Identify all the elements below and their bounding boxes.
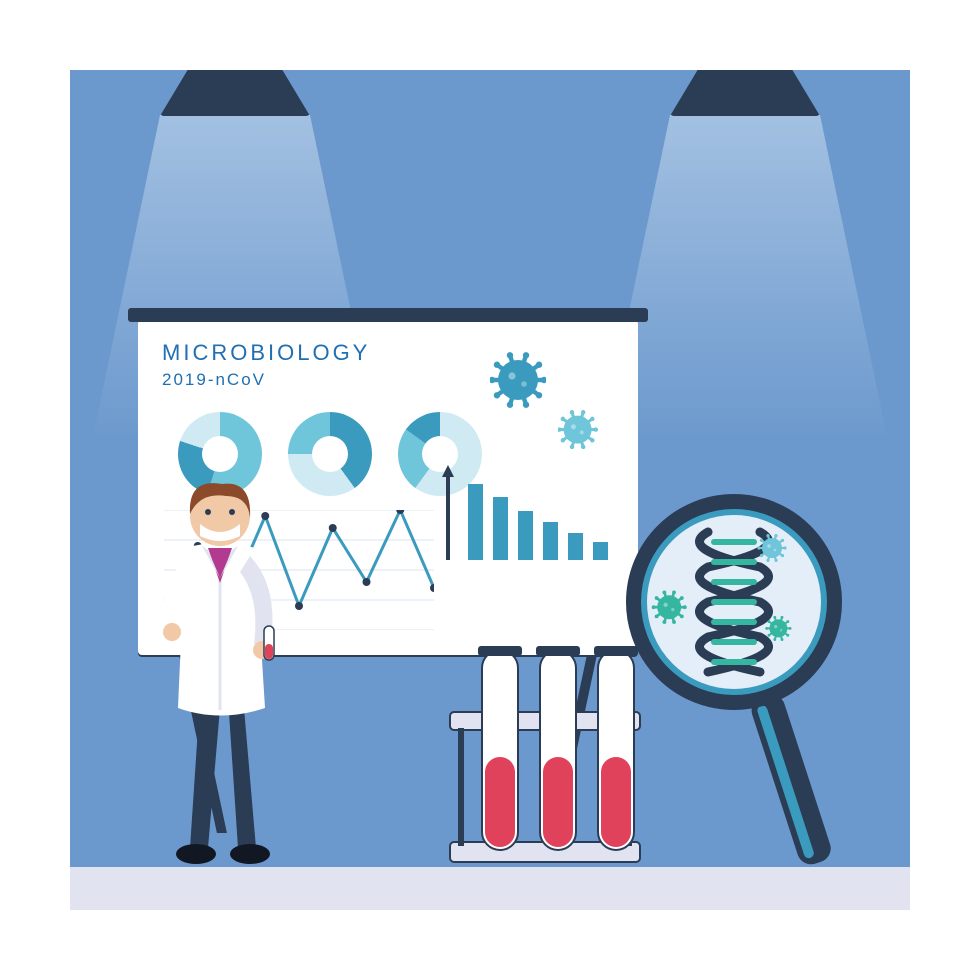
bar xyxy=(468,484,483,561)
infographic-scene: MICROBIOLOGY 2019-nCoV xyxy=(0,0,980,980)
board-title: MICROBIOLOGY xyxy=(162,340,370,366)
scientist-figure xyxy=(130,438,310,868)
bar xyxy=(493,497,508,560)
board-subtitle: 2019-nCoV xyxy=(162,370,266,390)
bar xyxy=(543,522,558,560)
bar xyxy=(593,542,608,560)
magnifying-glass-dna-icon xyxy=(624,492,884,872)
board-top-bar xyxy=(128,308,648,322)
virus-icon xyxy=(558,410,597,454)
bar xyxy=(518,511,533,561)
lab-floor xyxy=(70,867,910,910)
virus-icon xyxy=(490,352,546,413)
bar xyxy=(568,533,583,560)
bar-chart xyxy=(442,470,608,560)
test-tube-rack xyxy=(440,632,650,872)
